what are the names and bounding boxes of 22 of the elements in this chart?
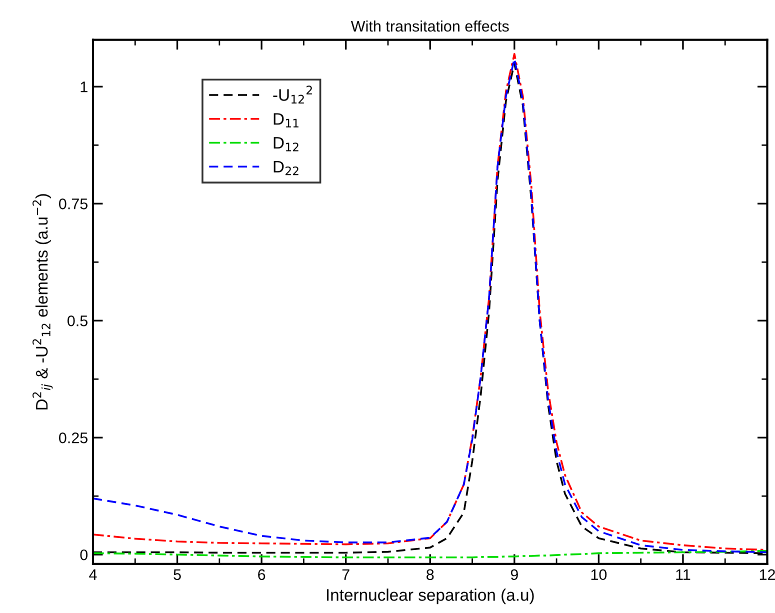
x-axis-title: Internuclear separation (a.u) xyxy=(326,588,534,604)
legend-label: D$_{11}$ xyxy=(274,113,298,128)
y-tick-label: 1 xyxy=(80,82,88,92)
y-tick-label: 0.75 xyxy=(59,198,88,210)
y-tick-label: 0.5 xyxy=(68,315,88,326)
legend-label: -U$_{12}$$^{2}$ xyxy=(273,86,312,104)
x-tick-label: 4 xyxy=(89,569,97,580)
text: D$^{2}$$_{ij}$ & -U$^{2}$$_{12}$ elements (a.u$^{−2}$) xyxy=(32,194,53,410)
x-tick-label: 12 xyxy=(760,569,775,580)
x-tick-label: 9 xyxy=(510,569,518,580)
x-tick-label: 7 xyxy=(342,569,350,580)
x-tick-label: 10 xyxy=(591,569,607,580)
legend-label: D$_{12}$ xyxy=(274,137,298,152)
x-tick-label: 11 xyxy=(676,569,690,580)
line-series xyxy=(93,550,768,558)
x-tick-label: 6 xyxy=(258,569,266,580)
x-tick-label: 5 xyxy=(174,569,181,580)
x-tick-label: 8 xyxy=(426,569,434,580)
legend-label: D$_{22}$ xyxy=(274,160,298,176)
y-tick-label: 0 xyxy=(80,549,88,560)
y-tick-label: 0.25 xyxy=(59,432,88,444)
chart-title: With transitation effects xyxy=(350,20,509,32)
